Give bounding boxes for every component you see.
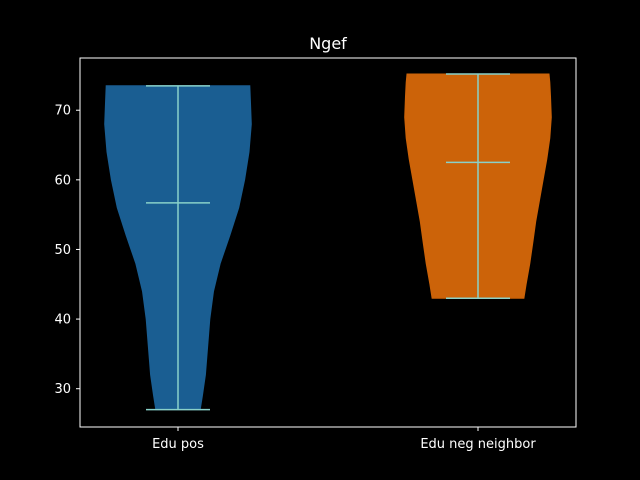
x-axis: Edu pos Edu neg neighbor (152, 427, 536, 452)
stats-layer (146, 73, 510, 411)
y-tick-label-4: 70 (54, 104, 71, 119)
x-tick-label-1: Edu neg neighbor (420, 437, 536, 452)
y-tick-label-3: 60 (54, 173, 71, 188)
y-tick-label-1: 40 (54, 313, 71, 328)
y-tick-label-2: 50 (54, 243, 71, 258)
violins-layer (104, 73, 552, 411)
y-tick-label-0: 30 (54, 382, 71, 397)
plot-frame (79, 57, 577, 428)
y-axis: 30 40 50 60 70 (54, 104, 80, 397)
x-tick-label-0: Edu pos (152, 437, 204, 452)
chart-title: Ngef (309, 34, 347, 53)
